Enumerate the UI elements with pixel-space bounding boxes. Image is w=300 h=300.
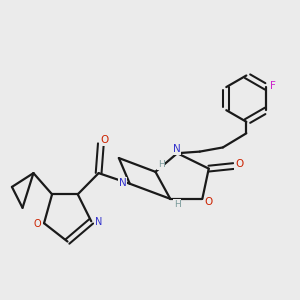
Text: O: O [235,159,243,170]
Text: H: H [158,160,165,169]
Text: F: F [271,81,276,91]
Text: N: N [95,217,103,227]
Text: N: N [119,178,127,188]
Text: N: N [173,144,181,154]
Text: H: H [174,200,181,209]
Text: O: O [33,219,41,229]
Text: O: O [205,197,213,207]
Text: O: O [100,135,108,146]
